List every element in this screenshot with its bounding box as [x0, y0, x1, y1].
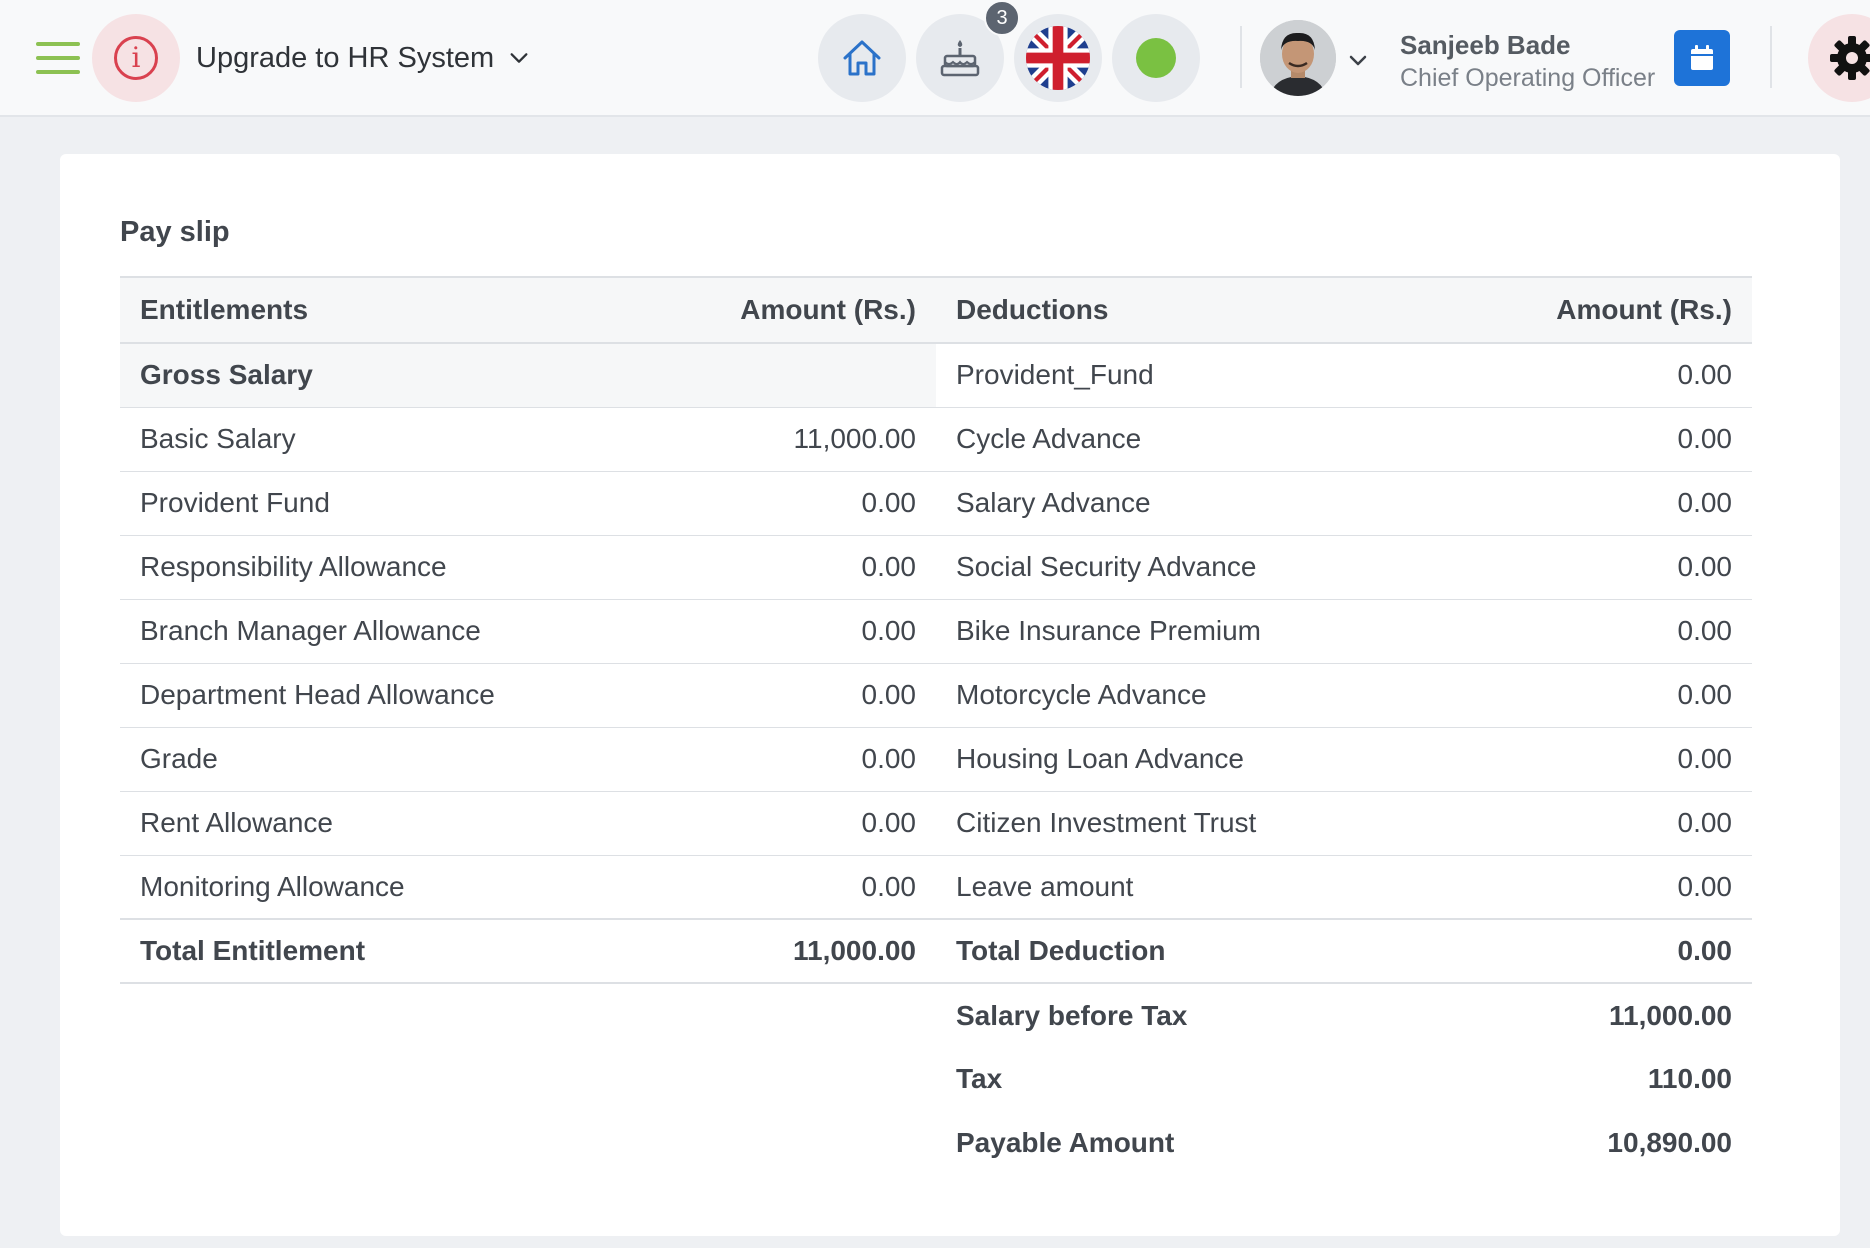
payable-amount-label: Payable Amount: [956, 1127, 1175, 1158]
table-row: Provident Fund 0.00 Salary Advance 0.00: [120, 471, 1752, 536]
summary-row: Salary before Tax 11,000.00: [120, 983, 1752, 1047]
entitlement-amount: 0.00: [610, 663, 936, 728]
entitlement-label: Provident Fund: [120, 471, 610, 536]
table-row: Monitoring Allowance 0.00 Leave amount 0…: [120, 855, 1752, 920]
table-header-row: Entitlements Amount (Rs.) Deductions Amo…: [120, 276, 1752, 344]
deduction-label: Cycle Advance: [936, 407, 1426, 472]
deduction-label: Social Security Advance: [936, 535, 1426, 600]
payslip-table: Entitlements Amount (Rs.) Deductions Amo…: [120, 276, 1752, 1175]
language-button[interactable]: [1014, 14, 1102, 102]
chevron-down-icon[interactable]: [1346, 48, 1370, 72]
uk-flag-icon: [1026, 26, 1090, 90]
entitlement-label: Monitoring Allowance: [120, 855, 610, 920]
deduction-amount: 0.00: [1426, 535, 1752, 600]
menu-icon[interactable]: [36, 40, 82, 76]
tax-label: Tax: [956, 1063, 1003, 1094]
home-icon: [843, 40, 881, 76]
avatar[interactable]: [1260, 20, 1336, 96]
entitlement-amount: 0.00: [610, 727, 936, 792]
column-header-deductions: Deductions: [936, 276, 1426, 344]
user-role: Chief Operating Officer: [1400, 64, 1656, 92]
gear-icon: [1830, 36, 1870, 80]
entitlement-label: Branch Manager Allowance: [120, 599, 610, 664]
entitlement-amount: 0.00: [610, 471, 936, 536]
cake-icon: [940, 40, 980, 77]
user-name: Sanjeeb Bade: [1400, 30, 1571, 60]
entitlement-label: Rent Allowance: [120, 791, 610, 856]
entitlement-amount: 0.00: [610, 535, 936, 600]
entitlement-label: Grade: [120, 727, 610, 792]
status-button[interactable]: [1112, 14, 1200, 102]
entitlement-label: Department Head Allowance: [120, 663, 610, 728]
gross-salary-label: Gross Salary: [120, 343, 936, 408]
total-entitlement-amount: 11,000.00: [610, 918, 936, 984]
deduction-label: Bike Insurance Premium: [936, 599, 1426, 664]
user-photo: [1260, 20, 1336, 96]
table-row: Branch Manager Allowance 0.00 Bike Insur…: [120, 599, 1752, 664]
column-header-amount: Amount (Rs.): [610, 276, 936, 344]
salary-before-tax-value: 11,000.00: [1608, 999, 1732, 1031]
page-title: Pay slip: [120, 216, 230, 248]
calendar-button[interactable]: [1674, 30, 1730, 86]
table-row: Gross Salary Provident_Fund 0.00: [120, 343, 1752, 408]
settings-button[interactable]: [1808, 14, 1870, 102]
home-button[interactable]: [818, 14, 906, 102]
deduction-label: Salary Advance: [936, 471, 1426, 536]
deduction-amount: 0.00: [1426, 727, 1752, 792]
upgrade-dropdown[interactable]: Upgrade to HR System: [196, 40, 530, 76]
status-dot-icon: [1136, 38, 1176, 78]
table-row: Rent Allowance 0.00 Citizen Investment T…: [120, 791, 1752, 856]
deduction-label: Provident_Fund: [936, 343, 1426, 408]
top-bar: i Upgrade to HR System 3: [0, 0, 1870, 117]
payable-amount-value: 10,890.00: [1607, 1127, 1732, 1158]
deduction-amount: 0.00: [1426, 855, 1752, 920]
total-entitlement-label: Total Entitlement: [120, 918, 610, 984]
totals-row: Total Entitlement 11,000.00 Total Deduct…: [120, 918, 1752, 984]
summary-row: Payable Amount 10,890.00: [120, 1111, 1752, 1175]
table-row: Grade 0.00 Housing Loan Advance 0.00: [120, 727, 1752, 792]
tax-value: 110.00: [1647, 1063, 1732, 1094]
deduction-amount: 0.00: [1426, 471, 1752, 536]
total-deduction-label: Total Deduction: [936, 918, 1426, 984]
total-deduction-amount: 0.00: [1426, 918, 1752, 984]
salary-before-tax-label: Salary before Tax: [956, 999, 1188, 1031]
deduction-amount: 0.00: [1426, 599, 1752, 664]
upgrade-label: Upgrade to HR System: [196, 41, 495, 74]
info-icon: i: [114, 36, 158, 80]
entitlement-amount: 0.00: [610, 599, 936, 664]
info-button[interactable]: i: [92, 14, 180, 102]
deduction-amount: 0.00: [1426, 663, 1752, 728]
deduction-label: Motorcycle Advance: [936, 663, 1426, 728]
entitlement-amount: 11,000.00: [610, 407, 936, 472]
table-row: Department Head Allowance 0.00 Motorcycl…: [120, 663, 1752, 728]
deduction-label: Housing Loan Advance: [936, 727, 1426, 792]
deduction-label: Leave amount: [936, 855, 1426, 920]
divider: [1770, 26, 1772, 88]
notification-badge: 3: [984, 0, 1020, 36]
calendar-icon: [1691, 45, 1713, 70]
column-header-entitlements: Entitlements: [120, 276, 610, 344]
entitlement-label: Responsibility Allowance: [120, 535, 610, 600]
deduction-amount: 0.00: [1426, 343, 1752, 408]
chevron-down-icon: [510, 53, 528, 63]
entitlement-amount: 0.00: [610, 855, 936, 920]
summary-row: Tax 110.00: [120, 1047, 1752, 1111]
entitlement-label: Basic Salary: [120, 407, 610, 472]
column-header-amount: Amount (Rs.): [1426, 276, 1752, 344]
deduction-amount: 0.00: [1426, 407, 1752, 472]
deduction-amount: 0.00: [1426, 791, 1752, 856]
payslip-card: Pay slip Entitlements Amount (Rs.) Deduc…: [60, 154, 1840, 1236]
entitlement-amount: 0.00: [610, 791, 936, 856]
table-row: Basic Salary 11,000.00 Cycle Advance 0.0…: [120, 407, 1752, 472]
deduction-label: Citizen Investment Trust: [936, 791, 1426, 856]
table-row: Responsibility Allowance 0.00 Social Sec…: [120, 535, 1752, 600]
divider: [1240, 26, 1242, 88]
